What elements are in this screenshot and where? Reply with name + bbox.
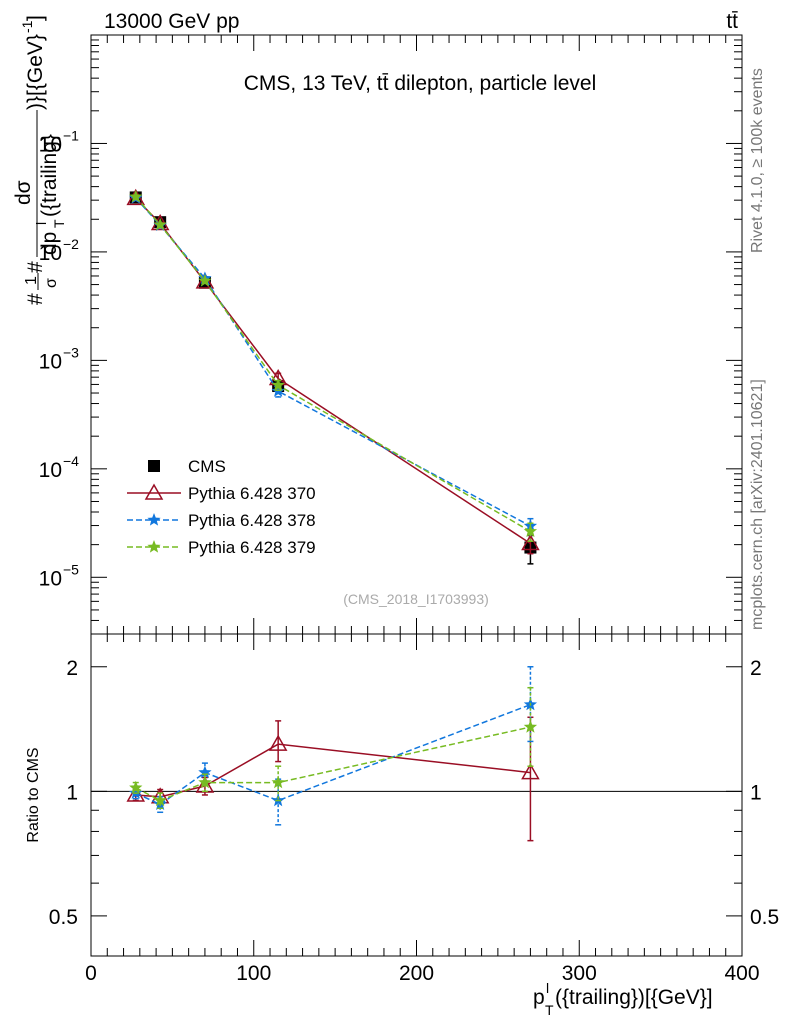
legend-entry: CMS [148, 457, 226, 476]
ratio-data-point [268, 734, 288, 751]
rivet-label: Rivet 4.1.0, ≥ 100k events [749, 68, 766, 253]
analysis-watermark: (CMS_2018_I1703993) [343, 591, 489, 607]
ylabel-frac2-den: dp [38, 232, 61, 255]
main-y-axis-label: # 1 σ # dσ dp T l ({trailing} )}[{GeV} -… [12, 15, 67, 305]
main-data-point [523, 524, 538, 538]
ratio-axis-ticks [90, 634, 743, 957]
main-y-tick-label: 10 −1 [39, 127, 80, 156]
ratio-data-point [198, 765, 212, 779]
ratio-series-line [135, 743, 531, 798]
legend-label: Pythia 6.428 378 [188, 511, 316, 530]
legend-entry: Pythia 6.428 379 [127, 538, 316, 557]
ratio-series-group [126, 666, 540, 842]
legend-marker [144, 483, 164, 500]
ylabel-sub: T [51, 219, 67, 228]
header-left-label: 13000 GeV pp [104, 10, 239, 33]
chart-title: CMS, 13 TeV, tt̄ dilepton, particle leve… [244, 72, 597, 95]
mcplots-label: mcplots.cern.ch [arXiv:2401.10621] [749, 379, 766, 630]
x-tick-label: 300 [562, 962, 597, 985]
ratio-y-tick-label-left: 2 [66, 657, 78, 680]
main-data-point [153, 217, 167, 231]
main-y-tick-labels: 10−510−410−310−210−1 [39, 127, 80, 590]
ratio-data-point [523, 720, 538, 733]
ylabel-den-rest: ({trailing} [38, 134, 61, 217]
main-data-point [129, 189, 143, 203]
ratio-y-tick-label-right: 0.5 [750, 906, 779, 929]
ylabel-tail-sup: -1 [19, 20, 35, 33]
main-axis-ticks [90, 34, 743, 635]
ratio-data-point [521, 763, 540, 780]
xlabel-sub: T [545, 1002, 554, 1018]
ratio-data-point [129, 780, 143, 794]
ratio-y-axis-label: Ratio to CMS [25, 747, 42, 842]
ratio-panel: 0.5 0.5 1 1 2 2 0 100 200 300 400 Ratio to CMS p … [25, 633, 779, 1018]
main-series-group [126, 188, 540, 565]
y-tick-base: 10 [39, 242, 62, 265]
main-y-tick-label: 10 −3 [39, 344, 80, 373]
main-data-point [271, 378, 285, 391]
ratio-series-pythia-6-428-379 [129, 686, 538, 810]
xlabel-sup: l [546, 980, 549, 996]
xlabel-rest: ({trailing})[{GeV}] [555, 986, 713, 1009]
legend-entry: Pythia 6.428 378 [127, 511, 316, 530]
legend-label: Pythia 6.428 379 [188, 538, 316, 557]
y-tick-exp: −2 [63, 236, 79, 252]
main-y-tick-label: 10 −2 [39, 236, 80, 265]
main-y-tick-label: 10 −5 [39, 561, 80, 590]
ylabel-frac1-num: 1 [23, 276, 40, 285]
legend-entry: Pythia 6.428 370 [127, 483, 316, 503]
ratio-y-tick-label-left: 1 [66, 781, 78, 804]
ylabel-frac1-den: σ [43, 278, 60, 288]
main-series-line [135, 197, 531, 527]
header-right-label: tt̄ [726, 10, 738, 33]
ratio-data-point [198, 775, 212, 789]
ylabel-tail-end: ] [24, 15, 47, 21]
y-tick-exp: −5 [63, 561, 79, 577]
main-data-point [198, 273, 212, 287]
ylabel-sup: l [33, 222, 49, 225]
ratio-series-line [135, 726, 531, 802]
ylabel-frac2-num: dσ [12, 180, 35, 205]
main-series-line [135, 196, 531, 533]
ratio-data-point [271, 775, 285, 789]
legend-label: CMS [188, 457, 226, 476]
ratio-y-tick-label-left: 0.5 [49, 906, 78, 929]
legend-label: Pythia 6.428 370 [188, 484, 316, 503]
main-panel: 10−510−410−310−210−1 CMS, 13 TeV, tt̄ di… [12, 15, 743, 635]
ratio-y-tick-label-right: 2 [750, 657, 762, 680]
ylabel-hash-2: # [24, 261, 47, 273]
x-axis-label: p l T ({trailing})[{GeV}] [533, 980, 713, 1018]
xlabel-p: p [533, 986, 545, 1009]
ylabel-hash: # [24, 293, 47, 305]
x-tick-label: 200 [399, 962, 434, 985]
ratio-y-tick-label-right: 1 [750, 781, 762, 804]
ratio-data-point [153, 793, 167, 807]
ylabel-tail: )}[{GeV} [24, 34, 47, 110]
y-tick-exp: −4 [63, 453, 79, 469]
y-tick-base: 10 [39, 567, 62, 590]
legend: CMS Pythia 6.428 370 Pythia 6.428 378 Pythi… [127, 457, 316, 557]
y-tick-base: 10 [39, 350, 62, 373]
ratio-data-point [126, 785, 146, 802]
y-tick-exp: −3 [63, 344, 79, 360]
ratio-series-line [135, 703, 531, 806]
ratio-frame [90, 633, 743, 957]
main-series-pythia-6-428-379 [129, 189, 538, 542]
y-tick-base: 10 [39, 133, 62, 156]
main-data-point [521, 533, 540, 551]
ratio-y-tick-labels: 0.5 0.5 1 1 2 2 [49, 657, 779, 929]
legend-marker [147, 513, 161, 526]
x-tick-labels: 0 100 200 300 400 [85, 962, 759, 985]
y-tick-base: 10 [39, 459, 62, 482]
legend-marker [148, 460, 160, 472]
x-tick-label: 0 [85, 962, 97, 985]
main-y-tick-label: 10 −4 [39, 453, 80, 482]
legend-marker [147, 540, 161, 553]
x-tick-label: 400 [724, 962, 759, 985]
y-tick-exp: −1 [63, 127, 79, 143]
x-tick-label: 100 [236, 962, 271, 985]
ratio-series-pythia-6-428-378 [129, 666, 538, 826]
